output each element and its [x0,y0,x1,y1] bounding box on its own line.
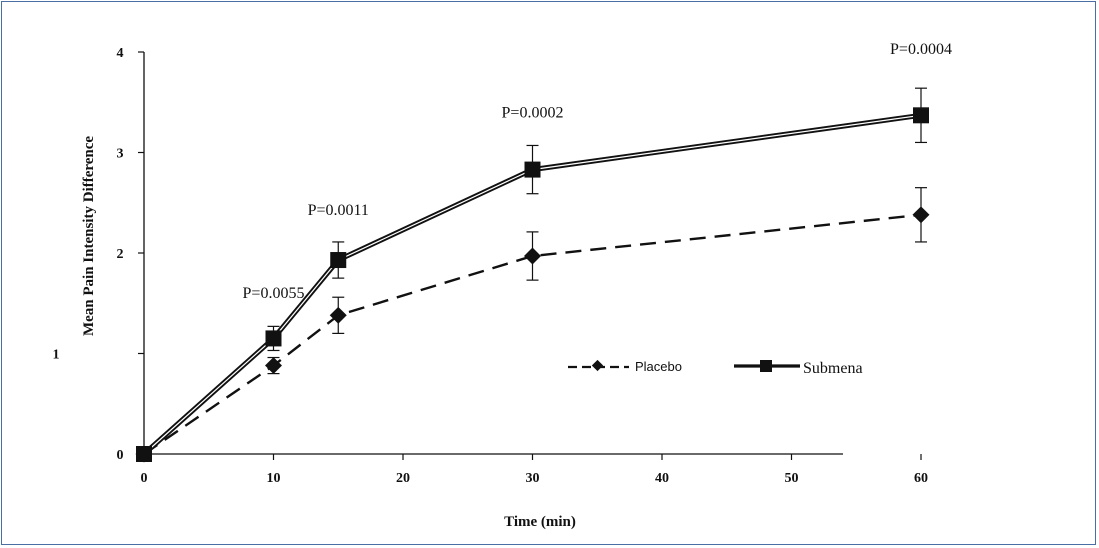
p-value-annotation: P=0.0004 [890,41,952,58]
series-group [135,87,930,463]
y-tick-label: 1 [53,348,60,363]
axes [143,52,843,455]
x-axis-ticks: 0 10 20 30 40 50 60 [141,454,928,486]
y-tick-label: 3 [117,147,124,162]
x-tick-label: 50 [785,471,799,486]
placebo-point [265,357,282,375]
y-tick-label: 2 [117,247,124,262]
legend-submena-label: Submena [803,360,863,377]
placebo-point [329,306,347,324]
submena-point [330,252,347,269]
x-tick-label: 60 [914,471,928,486]
y-axis-title: Mean Pain Intensity Difference [81,136,97,336]
submena-point [265,330,282,347]
legend: Placebo Submena [568,359,863,377]
submena-point [136,446,152,462]
legend-submena-marker [760,360,772,372]
x-tick-label: 10 [267,471,281,486]
y-axis-ticks: 0 1 2 3 4 [53,46,144,463]
p-value-annotation: P=0.0011 [308,202,369,219]
placebo-point [912,206,930,224]
y-tick-label: 0 [117,448,124,463]
submena-point [913,107,929,124]
p-value-annotation: P=0.0055 [243,285,305,302]
x-tick-label: 40 [655,471,669,486]
y-tick-label: 4 [117,46,124,61]
legend-placebo-marker [591,359,604,372]
x-tick-label: 30 [526,471,540,486]
x-axis-title: Time (min) [504,514,576,530]
x-tick-label: 20 [396,471,410,486]
annotations: P=0.0055 P=0.0011 P=0.0002 P=0.0004 [243,41,952,302]
p-value-annotation: P=0.0002 [502,104,564,121]
legend-placebo-label: Placebo [635,359,682,374]
x-tick-label: 0 [141,471,148,486]
submena-point [524,161,541,178]
placebo-point [524,247,541,265]
